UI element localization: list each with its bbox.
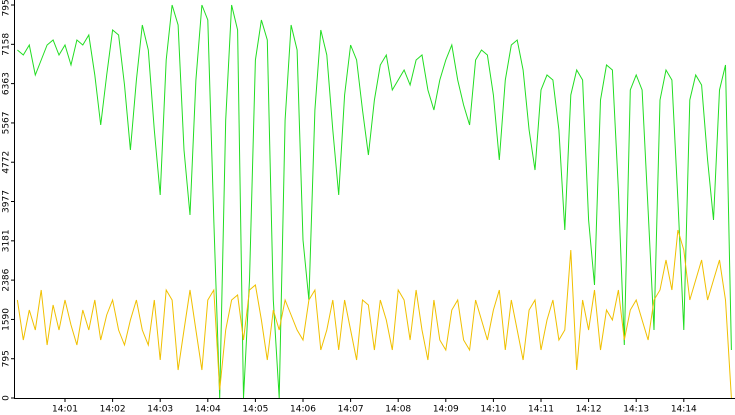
x-tick-label: 14:02 (100, 405, 126, 415)
x-tick-label: 14:04 (195, 405, 221, 415)
y-tick-label: 4772 (2, 151, 12, 174)
x-tick-label: 14:01 (52, 405, 78, 415)
x-tick-label: 14:10 (480, 405, 506, 415)
x-tick-label: 14:05 (242, 405, 268, 415)
x-tick-label: 14:09 (433, 405, 459, 415)
y-tick-label: 5567 (2, 111, 12, 134)
x-tick-label: 14:06 (290, 405, 316, 415)
y-tick-label: 0 (2, 395, 12, 401)
y-tick-label: 3181 (2, 229, 12, 252)
y-tick-label: 2386 (2, 268, 12, 291)
y-tick-label: 7158 (2, 33, 12, 56)
series-line (16, 229, 732, 399)
y-tick-label: 7954 (2, 0, 12, 16)
x-tick-label: 14:12 (576, 405, 602, 415)
x-tick-label: 14:07 (338, 405, 364, 415)
y-tick-label: 1590 (2, 308, 12, 331)
x-tick-label: 14:13 (623, 405, 649, 415)
x-tick-label: 14:11 (528, 405, 554, 415)
x-tick-label: 14:08 (385, 405, 411, 415)
x-tick-label: 14:14 (671, 405, 697, 415)
series-line (17, 4, 732, 399)
y-tick-label: 6363 (2, 72, 12, 95)
y-tick-label: 3977 (2, 190, 12, 213)
y-tick-label: 795 (2, 350, 12, 367)
x-tick-label: 14:03 (147, 405, 173, 415)
